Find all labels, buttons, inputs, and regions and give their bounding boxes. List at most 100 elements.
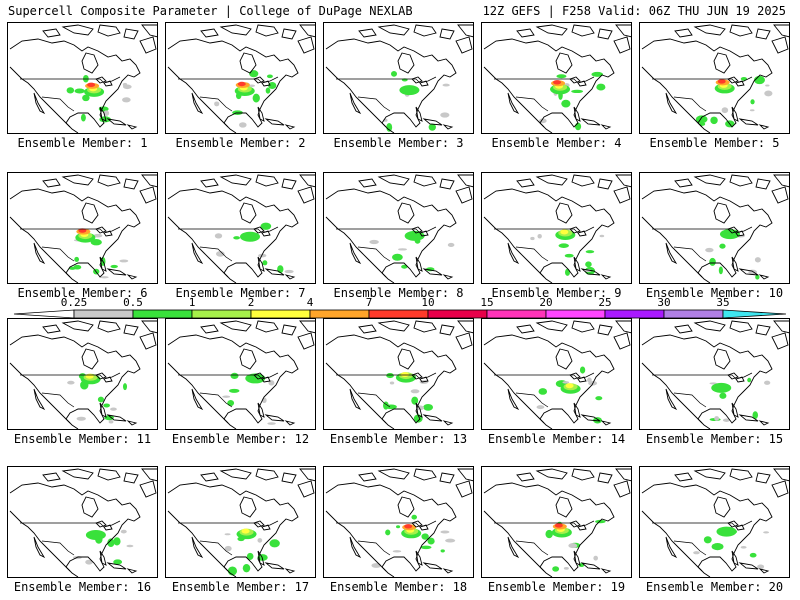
- coastline: [239, 348, 257, 370]
- country-border: [178, 372, 279, 380]
- scp-contour: [538, 388, 548, 395]
- ensemble-map-panel: [165, 466, 316, 578]
- coastline: [167, 38, 299, 133]
- coastline: [729, 320, 753, 333]
- colorbar-tick-label: 0.5: [123, 296, 143, 309]
- ensemble-member-label: Ensemble Member: 17: [171, 580, 310, 594]
- coastline: [97, 174, 121, 187]
- ensemble-map-panel: [481, 22, 632, 134]
- country-border: [41, 246, 75, 262]
- coastline: [284, 568, 296, 574]
- coastline: [422, 118, 443, 126]
- coastline: [299, 468, 315, 482]
- scp-contour: [82, 94, 90, 102]
- scp-contour: [428, 123, 436, 131]
- coastline: [483, 216, 545, 278]
- coastline: [580, 562, 601, 570]
- colorbar-tick-label: 1: [189, 296, 196, 309]
- scp-contour: [252, 93, 260, 103]
- coastline: [738, 562, 759, 570]
- header-title-right: 12Z GEFS | F258 Valid: 06Z THU JUN 19 20…: [482, 4, 786, 18]
- ensemble-map-panel: [165, 22, 316, 134]
- scp-contour: [227, 400, 235, 407]
- coastline: [483, 38, 615, 133]
- coastline: [9, 38, 141, 133]
- coastline: [569, 372, 581, 380]
- coastline: [613, 36, 631, 54]
- scp-contour: [267, 422, 276, 425]
- scp-contour: [239, 122, 247, 128]
- coastline: [97, 24, 121, 37]
- coastline: [264, 414, 285, 422]
- coastline: [727, 372, 739, 380]
- coastline: [713, 348, 731, 370]
- colorbar-tick-label: 0.25: [61, 296, 88, 309]
- coastline: [9, 216, 71, 278]
- scp-contour: [717, 79, 726, 84]
- scp-contour: [440, 112, 450, 118]
- coastline: [439, 324, 455, 336]
- scp-contour: [110, 264, 118, 269]
- coastline: [615, 174, 631, 188]
- scp-contour: [705, 247, 714, 253]
- coastline: [516, 178, 535, 188]
- coastline: [555, 202, 573, 224]
- coastline: [139, 36, 157, 54]
- scp-contour: [110, 407, 117, 411]
- scp-contour: [571, 89, 584, 94]
- coastline: [253, 520, 265, 528]
- map-canvas: [641, 320, 789, 429]
- colorbar-segment: [73, 309, 134, 319]
- coastline: [415, 550, 423, 566]
- coastline: [397, 52, 415, 74]
- coastline: [141, 468, 157, 482]
- scp-contour: [585, 250, 595, 254]
- coastline: [99, 256, 107, 272]
- scp-contour: [740, 546, 747, 549]
- colorbar-segment: [191, 309, 252, 319]
- ensemble-map-panel: [7, 172, 158, 284]
- ensemble-member-label: Ensemble Member: 3: [333, 136, 464, 150]
- map-canvas: [483, 24, 631, 133]
- scp-contour: [386, 122, 393, 132]
- scp-contour: [93, 233, 103, 238]
- ensemble-member-label: Ensemble Member: 20: [645, 580, 784, 594]
- scp-contour: [404, 524, 413, 529]
- scp-contour: [85, 559, 93, 565]
- coastline: [457, 24, 473, 38]
- scp-contour: [552, 566, 560, 572]
- coastline: [95, 372, 107, 380]
- ensemble-member-label: Ensemble Member: 7: [175, 286, 306, 300]
- scp-contour: [107, 538, 115, 548]
- scp-contour: [750, 99, 755, 105]
- coastline: [281, 472, 297, 484]
- scp-contour: [562, 381, 570, 384]
- colorbar-tick-label: 2: [248, 296, 255, 309]
- coastline: [33, 242, 46, 265]
- coastline: [613, 332, 631, 350]
- coastline: [483, 482, 615, 577]
- coastline: [97, 468, 121, 481]
- scp-contour: [214, 101, 220, 107]
- scp-contour: [398, 248, 407, 251]
- ensemble-map-panel: [481, 466, 632, 578]
- coastline: [693, 174, 726, 186]
- coastline: [411, 520, 423, 528]
- coastline: [641, 334, 773, 429]
- coastline: [61, 174, 94, 186]
- scp-contour: [66, 87, 75, 94]
- ensemble-member-label: Ensemble Member: 15: [645, 432, 784, 446]
- coastline: [693, 320, 726, 332]
- coastline: [297, 332, 315, 350]
- coastline: [439, 178, 455, 190]
- scp-contour: [249, 70, 259, 78]
- country-border: [199, 96, 233, 112]
- map-canvas: [325, 24, 473, 133]
- country-border: [673, 96, 707, 112]
- scp-contour: [257, 538, 263, 543]
- coastline: [377, 24, 410, 36]
- scp-contour: [385, 529, 391, 536]
- scp-contour: [740, 76, 748, 81]
- ensemble-member-label: Ensemble Member: 13: [329, 432, 468, 446]
- ensemble-map-panel: [7, 466, 158, 578]
